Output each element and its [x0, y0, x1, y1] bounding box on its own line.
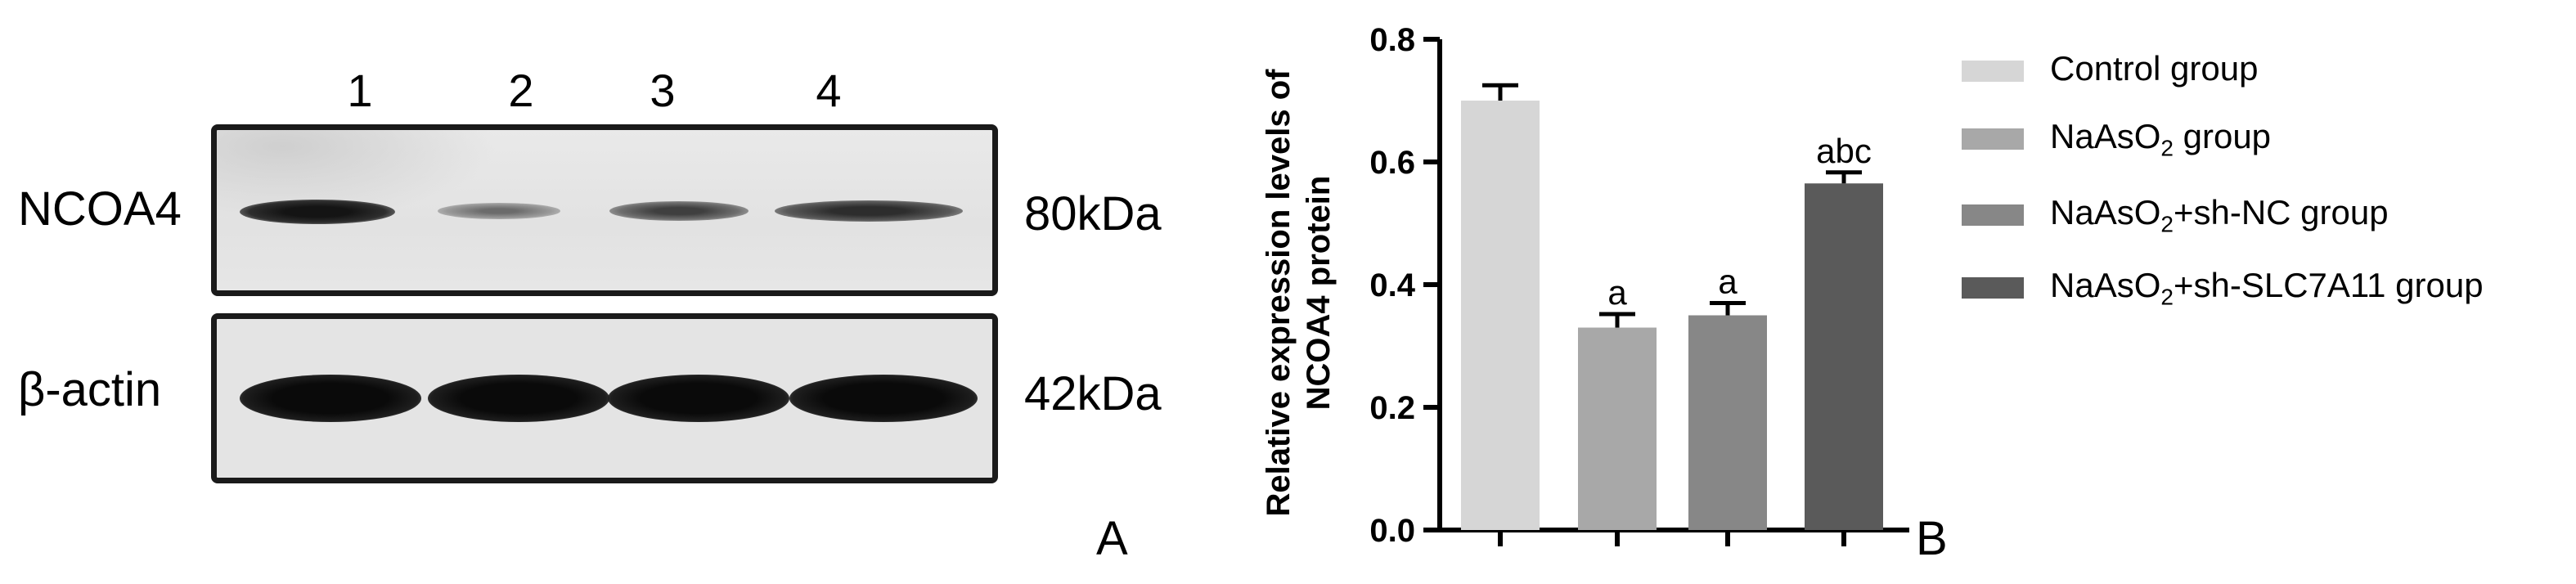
- y-tick-label-2: 0.4: [1369, 267, 1415, 303]
- beta-actin-band-lane-4: [789, 375, 978, 422]
- significance-label-3: a: [1718, 263, 1738, 301]
- ncoa4-band-lane-2: [438, 203, 560, 219]
- legend-label-4: NaAsO2+sh-SLC7A11 group: [2050, 266, 2484, 310]
- y-axis-label-line-2: NCOA4 protein: [1301, 176, 1337, 411]
- panel-label-b: B: [1916, 512, 1948, 565]
- chart-marks: 0.0 0.2 0.4 0.6 0.8 a a abc: [1369, 22, 1909, 549]
- legend-item-4: NaAsO2+sh-SLC7A11 group: [1962, 266, 2551, 310]
- lane-number-2: 2: [508, 65, 534, 116]
- significance-label-2: a: [1607, 273, 1627, 312]
- ncoa4-band-lane-4: [775, 200, 963, 222]
- ncoa4-band-lane-3: [609, 201, 749, 221]
- y-tick-label-4: 0.8: [1369, 22, 1415, 58]
- bar-1: [1461, 101, 1540, 530]
- legend-swatch-3: [1962, 204, 2024, 226]
- legend-swatch-2: [1962, 128, 2024, 150]
- legend-label-3: NaAsO2+sh-NC group: [2050, 193, 2389, 237]
- ncoa4-blot-image: [211, 124, 998, 296]
- row-label-beta-actin: β-actin: [18, 363, 162, 416]
- y-tick-label-3: 0.6: [1369, 145, 1415, 181]
- legend-label-1: Control group: [2050, 49, 2259, 88]
- significance-label-4: abc: [1816, 132, 1872, 170]
- ncoa4-band-lane-1: [240, 200, 395, 224]
- bar-2: [1578, 327, 1657, 530]
- beta-actin-size-label: 42kDa: [1024, 367, 1162, 420]
- beta-actin-blot-image: [211, 313, 998, 483]
- beta-actin-band-lane-3: [608, 375, 789, 422]
- y-axis-label-line-1: Relative expression levels of: [1261, 69, 1297, 517]
- legend-label-2: NaAsO2 group: [2050, 117, 2272, 161]
- legend-item-2: NaAsO2 group: [1962, 117, 2551, 161]
- beta-actin-band-lane-1: [240, 375, 421, 422]
- lane-number-1: 1: [347, 65, 373, 116]
- beta-actin-band-lane-2: [428, 375, 609, 422]
- bar-4: [1805, 183, 1883, 530]
- legend-swatch-1: [1962, 61, 2024, 82]
- y-tick-label-0: 0.0: [1369, 513, 1415, 549]
- legend-item-1: Control group: [1962, 49, 2551, 90]
- legend-item-3: NaAsO2+sh-NC group: [1962, 193, 2551, 237]
- bar-3: [1688, 315, 1767, 530]
- legend-swatch-4: [1962, 277, 2024, 299]
- ncoa4-size-label: 80kDa: [1024, 187, 1162, 240]
- lane-number-4: 4: [816, 65, 842, 116]
- y-tick-label-1: 0.2: [1369, 390, 1415, 426]
- row-label-ncoa4: NCOA4: [18, 182, 182, 236]
- lane-number-3: 3: [650, 65, 676, 116]
- panel-label-a: A: [1096, 512, 1128, 565]
